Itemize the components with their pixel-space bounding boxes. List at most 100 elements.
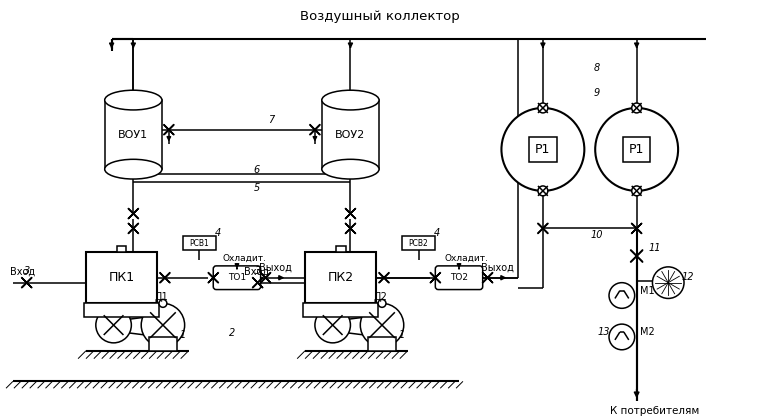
Text: Р1: Р1 [629,143,644,156]
Circle shape [502,108,584,191]
Text: 9: 9 [594,88,601,98]
Bar [305,252,376,303]
Text: 11: 11 [648,243,660,253]
Text: 1: 1 [180,330,186,340]
Text: 10: 10 [591,230,604,240]
Polygon shape [260,273,270,283]
Text: Д1: Д1 [154,293,168,303]
Polygon shape [631,250,643,262]
Polygon shape [22,278,31,288]
Text: Охладит.: Охладит. [445,253,489,263]
Polygon shape [346,209,356,219]
Polygon shape [310,125,319,135]
Bar [104,100,162,169]
Polygon shape [208,273,218,283]
FancyBboxPatch shape [214,266,260,290]
Polygon shape [483,273,492,283]
Polygon shape [128,224,138,233]
Polygon shape [128,209,138,219]
Circle shape [159,299,167,307]
Bar [149,337,177,351]
Polygon shape [164,125,174,135]
Bar [529,137,557,162]
Polygon shape [632,224,641,233]
Polygon shape [538,224,548,233]
Text: 4: 4 [434,228,440,238]
Text: Вход: Вход [10,267,35,277]
Text: 7: 7 [268,115,275,125]
Text: ТО1: ТО1 [228,273,246,282]
Polygon shape [164,125,174,135]
Polygon shape [379,273,389,283]
Polygon shape [310,125,319,135]
Polygon shape [22,278,31,288]
Polygon shape [538,224,548,233]
Text: 1: 1 [399,330,405,340]
Text: 5: 5 [253,183,260,193]
Text: ВОУ2: ВОУ2 [336,130,366,140]
Text: Д2: Д2 [373,293,387,303]
Circle shape [632,103,641,113]
Polygon shape [128,209,138,219]
Bar [402,236,435,250]
Bar [183,236,217,250]
Text: Вход: Вход [244,267,269,277]
Polygon shape [160,273,170,283]
Text: Р1: Р1 [535,143,551,156]
Circle shape [360,303,404,347]
Text: М1: М1 [640,285,654,296]
Text: РСВ1: РСВ1 [190,239,210,248]
Polygon shape [128,224,138,233]
Text: 3: 3 [254,266,261,276]
Bar [117,246,127,252]
Ellipse shape [322,159,379,179]
Text: 2: 2 [229,328,235,338]
Circle shape [315,307,350,343]
Circle shape [378,299,386,307]
Text: К потребителям: К потребителям [610,406,699,416]
Polygon shape [632,224,641,233]
Polygon shape [430,273,440,283]
Polygon shape [430,273,440,283]
Text: Воздушный коллектор: Воздушный коллектор [300,10,460,23]
Text: 3: 3 [24,266,30,276]
Bar [336,246,346,252]
Text: М2: М2 [640,327,654,337]
Text: Охладит.: Охладит. [223,253,266,263]
Circle shape [595,108,678,191]
Polygon shape [208,273,218,283]
Circle shape [141,303,184,347]
Text: 13: 13 [598,327,611,337]
Text: ПК2: ПК2 [327,271,353,284]
Circle shape [609,324,634,350]
Bar [303,303,378,317]
Polygon shape [253,278,263,288]
Bar [86,252,157,303]
Circle shape [609,283,634,308]
FancyBboxPatch shape [435,266,483,290]
Text: Выход: Выход [481,263,514,273]
Polygon shape [260,273,270,283]
Bar [623,137,650,162]
Ellipse shape [104,90,162,110]
Circle shape [538,186,548,196]
Circle shape [96,307,131,343]
Circle shape [653,267,684,298]
Text: РСВ2: РСВ2 [409,239,429,248]
Circle shape [632,186,641,196]
Bar [368,337,396,351]
Text: 4: 4 [215,228,221,238]
Polygon shape [379,273,389,283]
Bar [322,100,379,169]
Text: 8: 8 [594,64,601,74]
Text: ТО2: ТО2 [450,273,468,282]
Circle shape [538,103,548,113]
Polygon shape [160,273,170,283]
Text: 12: 12 [682,272,694,282]
Polygon shape [631,250,643,262]
Text: ВОУ1: ВОУ1 [118,130,148,140]
Text: Выход: Выход [259,263,292,273]
Ellipse shape [322,90,379,110]
Text: ПК1: ПК1 [108,271,134,284]
Polygon shape [346,209,356,219]
